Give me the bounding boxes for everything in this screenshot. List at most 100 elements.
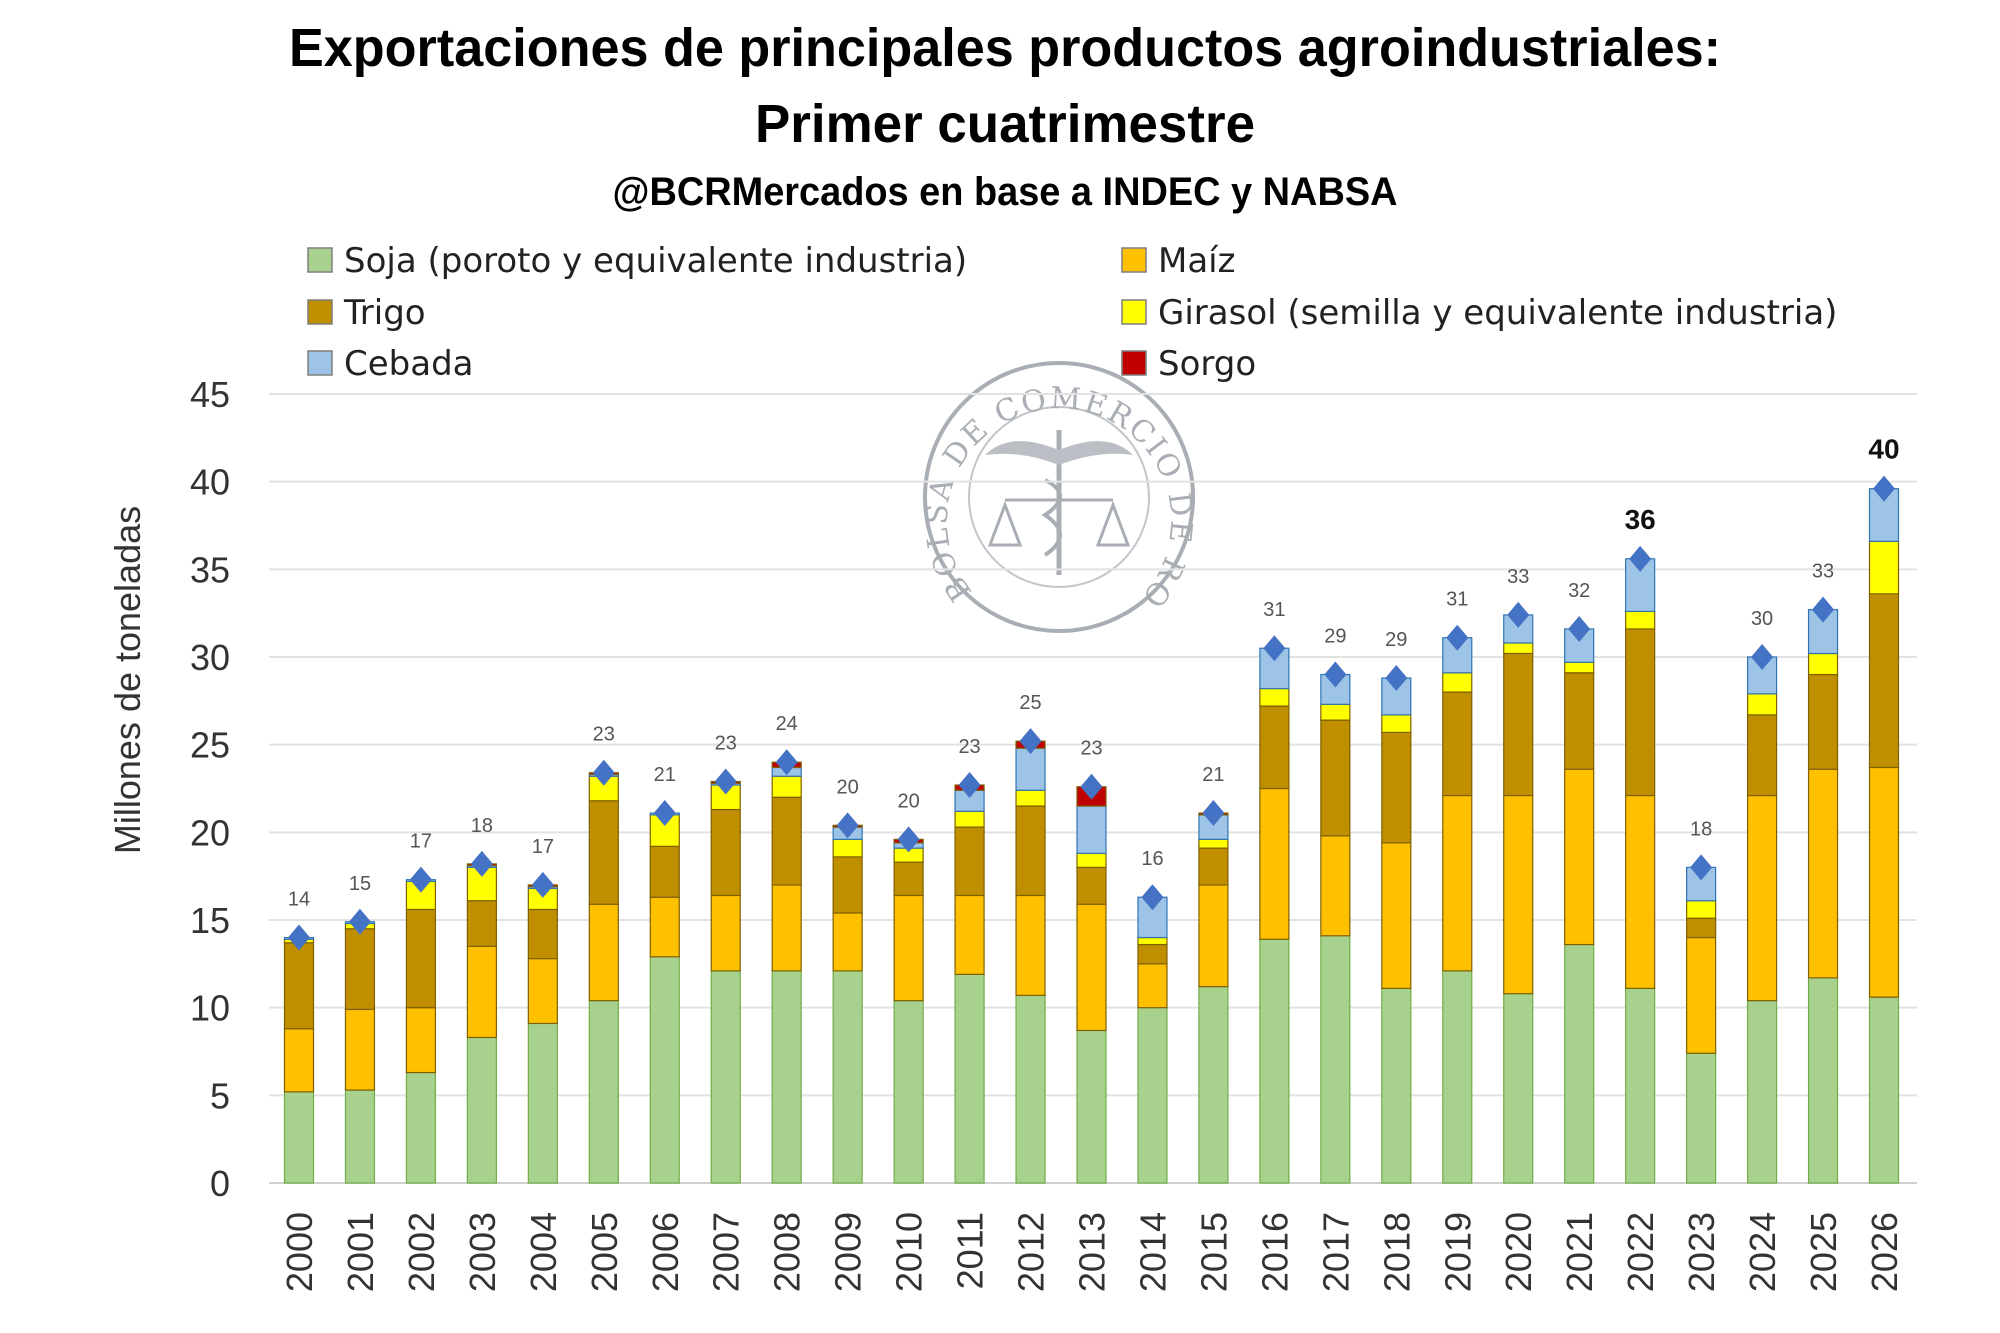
total-marker — [1446, 624, 1469, 651]
total-marker — [897, 826, 920, 853]
bar-segment — [1868, 593, 1900, 769]
x-tick-label: 2004 — [523, 1212, 564, 1292]
bar-segment — [1381, 987, 1412, 1184]
x-tick-label: 2002 — [401, 1212, 442, 1292]
x-tick-label: 2024 — [1742, 1212, 1783, 1292]
bar-segment — [1746, 693, 1778, 716]
bar-stack — [832, 824, 863, 1184]
y-tick-label: 35 — [190, 549, 230, 590]
total-marker — [1080, 773, 1103, 800]
x-tick-label: 2014 — [1132, 1212, 1173, 1292]
bar-stack — [1259, 647, 1290, 1184]
total-marker — [1751, 644, 1774, 670]
bar-segment — [710, 808, 741, 897]
x-tick-label: 2001 — [340, 1212, 381, 1292]
bar-segment — [1625, 610, 1656, 630]
bar-stack — [588, 772, 619, 1184]
x-tick-label: 2000 — [279, 1212, 320, 1292]
bar-stack — [1868, 488, 1900, 1184]
legend-label: Trigo — [343, 293, 426, 333]
total-data-label: 29 — [1385, 629, 1407, 651]
x-tick-label: 2023 — [1681, 1212, 1722, 1292]
bar-segment — [710, 970, 741, 1184]
x-tick-label: 2026 — [1864, 1212, 1905, 1292]
legend-swatch — [1121, 299, 1147, 325]
total-marker — [1141, 884, 1164, 911]
bar-segment — [283, 1028, 315, 1093]
bar-segment — [1686, 917, 1717, 939]
bar-segment — [771, 884, 802, 972]
bar-segment — [649, 814, 680, 847]
total-data-label: 16 — [1141, 848, 1163, 870]
bar-segment — [1868, 996, 1900, 1184]
bar-stack — [954, 784, 985, 1184]
bar-segment — [1015, 789, 1046, 807]
x-tick-label: 2015 — [1193, 1212, 1234, 1292]
bar-segment — [1137, 943, 1168, 965]
total-data-label: 23 — [715, 732, 737, 754]
total-marker — [470, 850, 493, 877]
total-marker — [775, 749, 798, 776]
bar-segment — [1381, 714, 1412, 733]
total-data-label: 29 — [1324, 626, 1346, 648]
bar-segment — [832, 912, 863, 972]
bar-segment — [1564, 672, 1595, 770]
bar-stack — [1625, 558, 1656, 1184]
legend-label: Maíz — [1158, 241, 1235, 281]
bar-segment — [466, 1036, 497, 1184]
bar-segment — [954, 826, 985, 897]
legend-item: Maíz — [1121, 241, 1235, 281]
legend-item: Cebada — [307, 344, 474, 384]
bar-segment — [405, 908, 437, 1009]
bar-segment — [1686, 1052, 1717, 1184]
bar-segment — [1198, 847, 1229, 886]
total-marker — [1507, 601, 1530, 628]
total-marker — [1385, 665, 1408, 692]
total-marker — [1324, 661, 1347, 688]
bar-segment — [588, 1000, 619, 1184]
bar-stack — [649, 812, 680, 1184]
bar-stack — [1320, 673, 1351, 1184]
x-tick-label: 2016 — [1254, 1212, 1295, 1292]
bar-segment — [1442, 672, 1473, 693]
bar-segment — [771, 970, 802, 1184]
total-data-label: 20 — [837, 776, 859, 798]
total-data-label: 15 — [349, 873, 371, 895]
bar-stack — [344, 921, 376, 1184]
bar-segment — [832, 838, 863, 858]
y-tick-label: 30 — [190, 637, 230, 678]
chart-title-line2: Primer cuatrimestre — [755, 94, 1255, 154]
bar-segment — [1320, 719, 1351, 837]
total-data-label: 17 — [532, 836, 554, 858]
bar-segment — [1381, 731, 1412, 844]
bar-segment — [466, 945, 497, 1039]
total-marker — [1019, 728, 1042, 755]
bar-segment — [1625, 628, 1656, 797]
bar-segment — [283, 942, 315, 1030]
legend-item: Trigo — [307, 293, 426, 333]
total-marker — [1812, 596, 1835, 623]
total-data-label: 31 — [1446, 589, 1468, 611]
bar-stack — [710, 780, 741, 1184]
bar-segment — [1137, 1007, 1168, 1184]
total-marker — [1629, 545, 1652, 572]
x-tick-label: 2010 — [889, 1212, 930, 1292]
bar-segment — [1868, 766, 1900, 998]
bar-segment — [954, 894, 985, 975]
total-marker — [1568, 615, 1591, 642]
bar-segment — [1198, 884, 1229, 988]
bar-stack — [771, 761, 802, 1184]
bar-segment — [1076, 903, 1107, 1032]
bar-stack — [1807, 609, 1839, 1184]
bar-segment — [1320, 703, 1351, 721]
total-data-label: 33 — [1507, 566, 1529, 588]
total-marker — [288, 924, 310, 951]
chart-subtitle: @BCRMercados en base a INDEC y NABSA — [613, 170, 1398, 214]
x-tick-label: 2012 — [1011, 1212, 1052, 1292]
total-data-label: 36 — [1625, 504, 1656, 535]
bar-segment — [1564, 943, 1595, 1184]
legend-label: Girasol (semilla y equivalente industria… — [1158, 293, 1837, 333]
y-tick-label: 45 — [190, 374, 230, 415]
bar-segment — [1381, 842, 1412, 989]
bar-stack — [1015, 740, 1046, 1184]
